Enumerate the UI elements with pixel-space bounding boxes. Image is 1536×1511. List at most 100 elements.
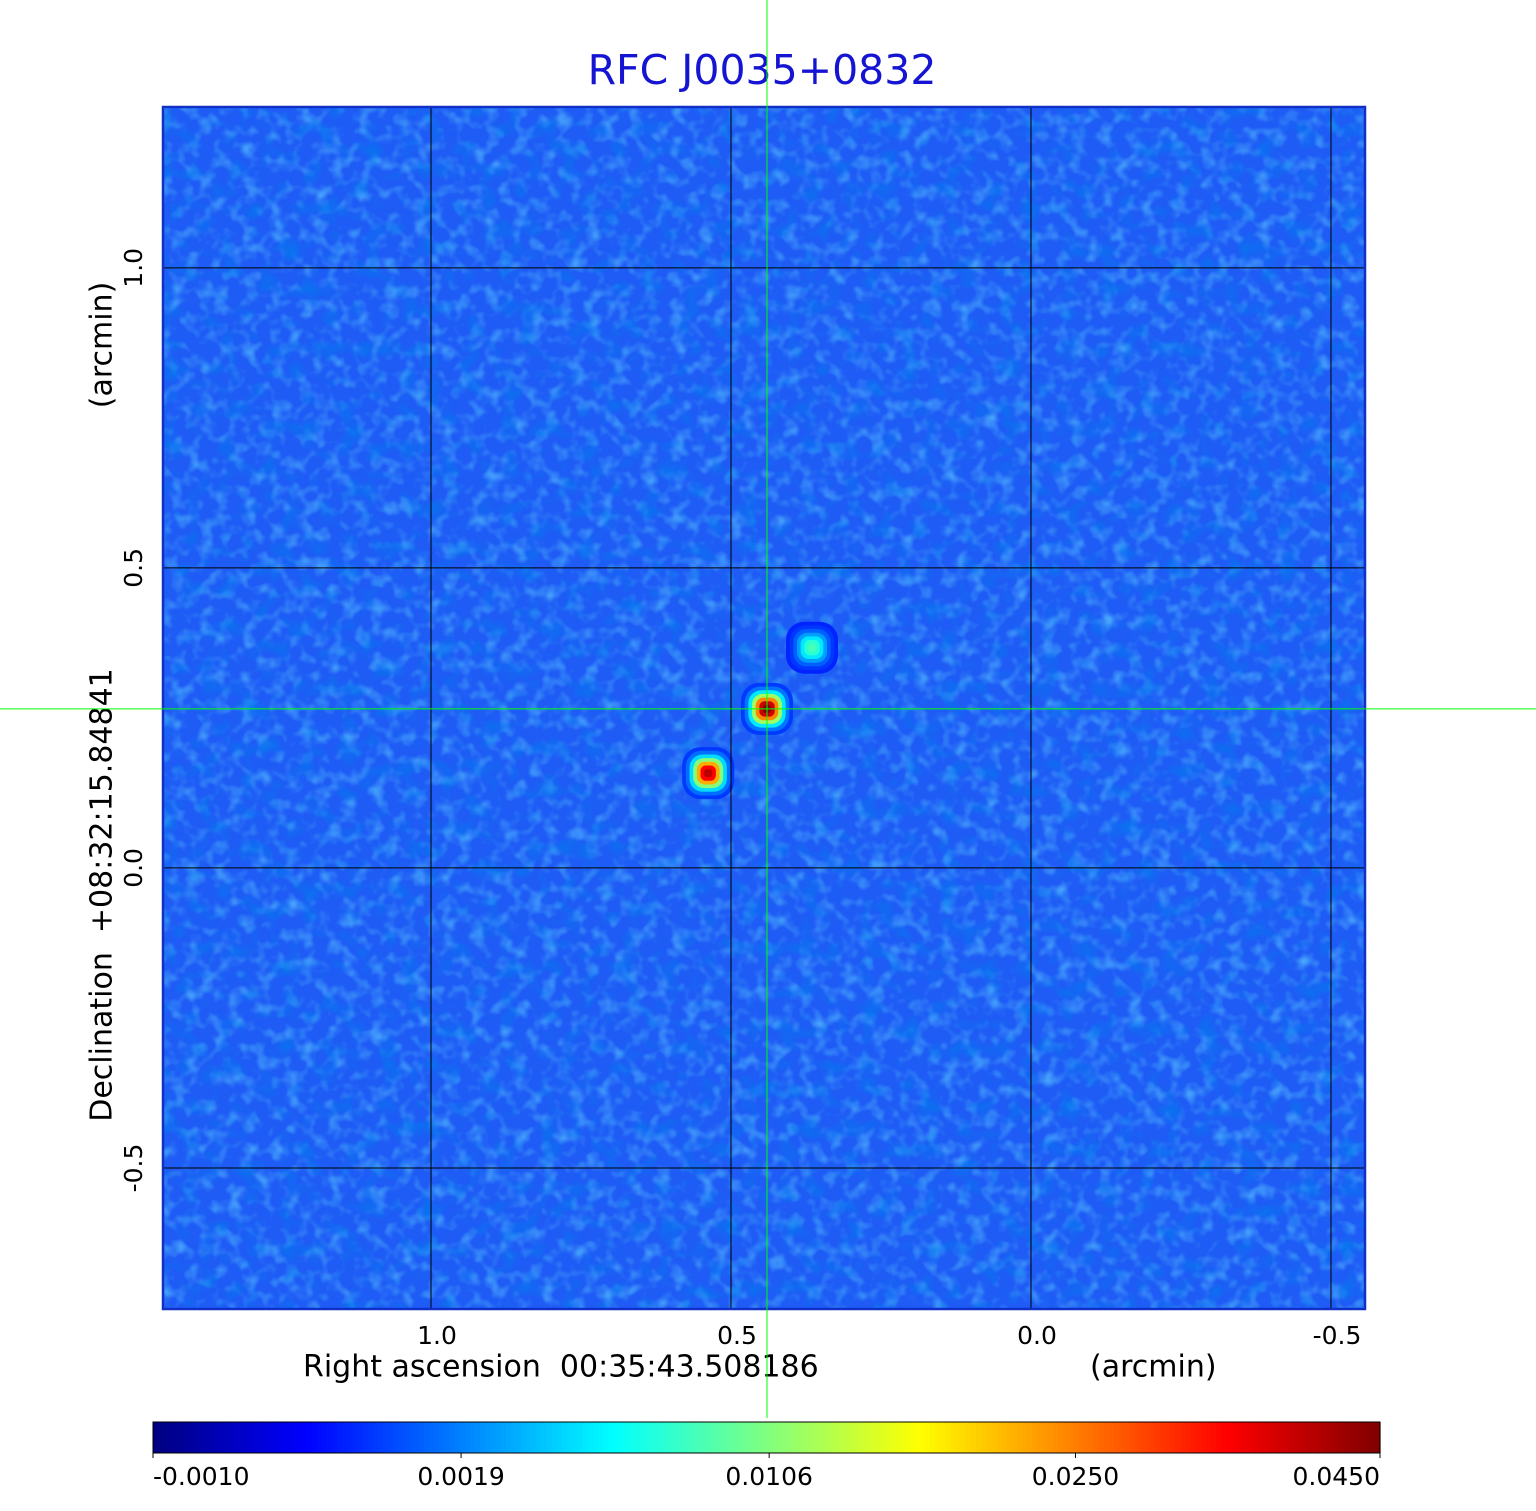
colorbar-slice xyxy=(1211,1422,1217,1453)
colorbar-slice xyxy=(720,1422,727,1453)
colorbar-slice xyxy=(730,1422,737,1453)
colorbar-slice xyxy=(648,1422,655,1453)
colorbar-slice xyxy=(214,1422,221,1453)
colorbar-slice xyxy=(689,1422,696,1453)
colorbar-slice xyxy=(694,1422,701,1453)
colorbar-slice xyxy=(935,1422,941,1453)
source-pixel xyxy=(807,643,816,652)
colorbar-frame xyxy=(152,1421,1381,1454)
colorbar-slice xyxy=(239,1422,246,1453)
y-axis-unit: (arcmin) xyxy=(85,282,120,409)
colorbar-slice xyxy=(858,1422,865,1453)
colorbar-slice xyxy=(357,1422,364,1453)
colorbar-slice xyxy=(1068,1422,1074,1453)
colorbar-slice xyxy=(1226,1422,1233,1453)
colorbar-slice xyxy=(296,1422,302,1453)
colorbar-slice xyxy=(434,1422,440,1453)
colorbar-slice xyxy=(1323,1422,1330,1453)
colorbar-slice xyxy=(1201,1422,1207,1453)
colorbar-slice xyxy=(960,1422,967,1453)
colorbar-slice xyxy=(541,1422,548,1453)
colorbar-slice xyxy=(521,1422,527,1453)
colorbar-slice xyxy=(1236,1422,1243,1453)
colorbar-slice xyxy=(183,1422,190,1453)
colorbar-slice xyxy=(1129,1422,1136,1453)
colorbar-slice xyxy=(316,1422,323,1453)
colorbar-slice xyxy=(229,1422,236,1453)
colorbar-slice xyxy=(245,1422,251,1453)
colorbar-slice xyxy=(1088,1422,1095,1453)
colorbar-slice xyxy=(1231,1422,1238,1453)
colorbar-slice xyxy=(383,1422,389,1453)
colorbar-slice xyxy=(188,1422,195,1453)
colorbar-slice xyxy=(669,1422,676,1453)
colorbar-slice xyxy=(556,1422,563,1453)
colorbar-slice xyxy=(981,1422,987,1453)
colorbar-slice xyxy=(1093,1422,1100,1453)
colorbar-slice xyxy=(454,1422,461,1453)
colorbar-slice xyxy=(1175,1422,1182,1453)
colorbar-slice xyxy=(1063,1422,1069,1453)
colorbar-slice xyxy=(1170,1422,1177,1453)
colorbar-slice xyxy=(1073,1422,1079,1453)
colorbar-slice xyxy=(659,1422,665,1453)
colorbar-slice xyxy=(291,1422,297,1453)
colorbar-slice xyxy=(1364,1422,1371,1453)
colorbar-slice xyxy=(1109,1422,1115,1453)
colorbar-slice xyxy=(965,1422,972,1453)
colorbar-slice xyxy=(255,1422,261,1453)
colorbar-slice xyxy=(597,1422,604,1453)
colorbar-slice xyxy=(613,1422,619,1453)
colorbar-slice xyxy=(393,1422,399,1453)
colorbar-slice xyxy=(270,1422,277,1453)
colorbar-slice xyxy=(1180,1422,1187,1453)
colorbar-slice xyxy=(418,1422,425,1453)
colorbar-slice xyxy=(1303,1422,1310,1453)
colorbar-slice xyxy=(326,1422,333,1453)
colorbar-slice xyxy=(700,1422,706,1453)
x-tick-label: 0.0 xyxy=(1017,1321,1057,1350)
colorbar-slice xyxy=(792,1422,798,1453)
colorbar-slice xyxy=(771,1422,778,1453)
colorbar-slice xyxy=(817,1422,824,1453)
colorbar-slice xyxy=(367,1422,374,1453)
colorbar-slice xyxy=(602,1422,609,1453)
colorbar-slice xyxy=(500,1422,507,1453)
colorbar-slice xyxy=(439,1422,446,1453)
y-tick-label: 0.5 xyxy=(119,548,148,588)
colorbar-slice xyxy=(1185,1422,1192,1453)
colorbar-slice xyxy=(1206,1422,1212,1453)
colorbar-slice xyxy=(643,1422,650,1453)
colorbar-slice xyxy=(924,1422,931,1453)
colorbar-slice xyxy=(1114,1422,1120,1453)
colorbar-slice xyxy=(531,1422,538,1453)
colorbar-tick-label: 0.0106 xyxy=(725,1462,812,1491)
colorbar-slice xyxy=(582,1422,589,1453)
x-axis-label: Right ascension 00:35:43.508186 xyxy=(303,1350,819,1385)
colorbar-slice xyxy=(577,1422,584,1453)
colorbar-slice xyxy=(618,1422,624,1453)
colorbar-slice xyxy=(362,1422,369,1453)
colorbar-slice xyxy=(873,1422,880,1453)
colorbar-slice xyxy=(1165,1422,1171,1453)
colorbar-slice xyxy=(403,1422,410,1453)
colorbar-slice xyxy=(812,1422,819,1453)
colorbar-slice xyxy=(377,1422,384,1453)
colorbar-slice xyxy=(475,1422,481,1453)
colorbar-slice xyxy=(204,1422,210,1453)
colorbar: -0.0010 0.0019 0.0106 0.0250 0.0450 xyxy=(152,1421,1381,1491)
colorbar-slice xyxy=(1328,1422,1335,1453)
colorbar-slice xyxy=(756,1422,762,1453)
colorbar-slice xyxy=(1282,1422,1289,1453)
colorbar-slice xyxy=(1241,1422,1248,1453)
colorbar-slice xyxy=(955,1422,962,1453)
colorbar-slice xyxy=(684,1422,691,1453)
colorbar-slice xyxy=(158,1422,164,1453)
colorbar-slice xyxy=(715,1422,722,1453)
colorbar-slice xyxy=(848,1422,855,1453)
colorbar-slice xyxy=(209,1422,215,1453)
y-axis-label: Declination +08:32:15.84841 xyxy=(85,668,120,1122)
colorbar-slice xyxy=(495,1422,502,1453)
colorbar-slice xyxy=(802,1422,808,1453)
colorbar-slice xyxy=(1252,1422,1258,1453)
